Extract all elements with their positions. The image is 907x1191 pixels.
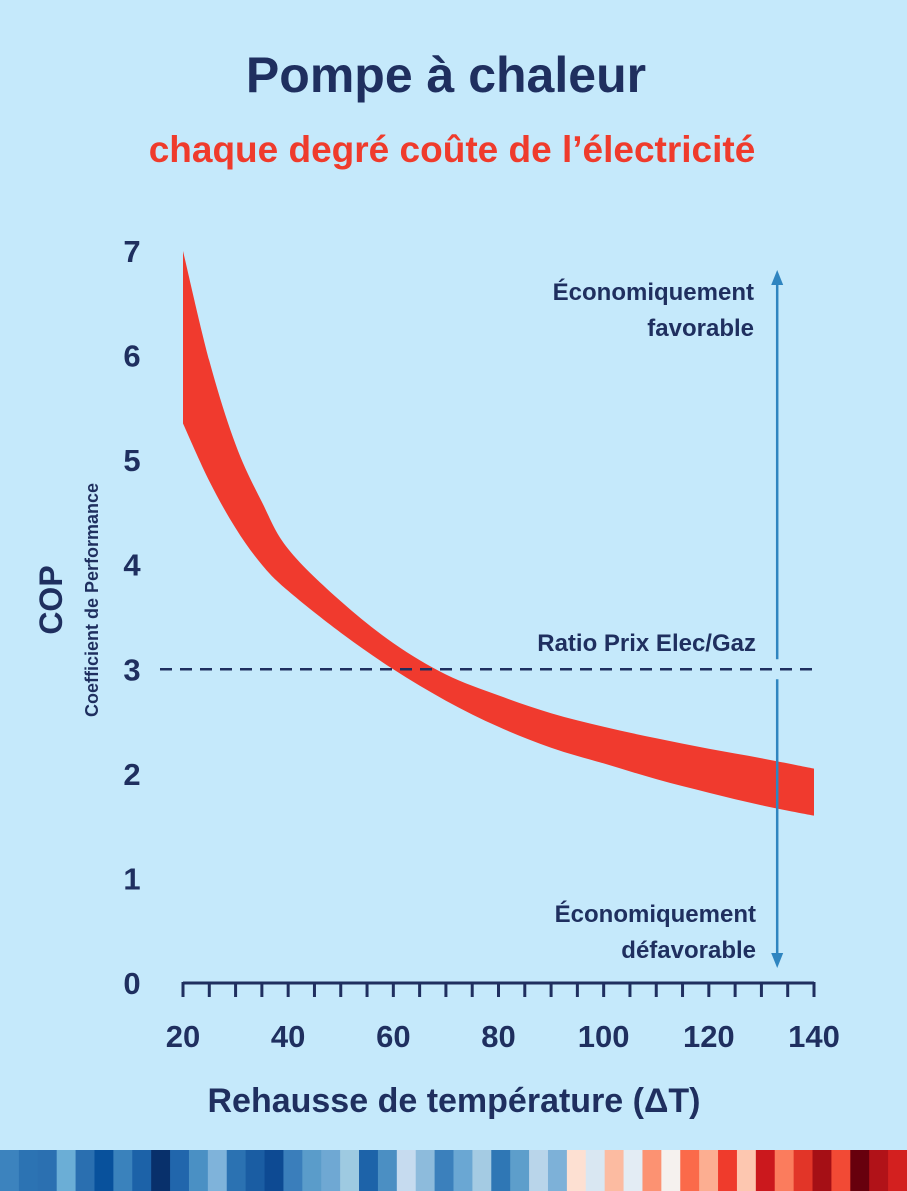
stripe [812,1150,833,1191]
stripe [718,1150,738,1191]
stripe [547,1150,568,1191]
x-tick-label-20: 20 [166,1019,200,1054]
stripe [264,1150,285,1191]
y-tick-labels: 0 1 2 3 4 5 6 7 [123,234,141,1001]
stripe [661,1150,681,1191]
stripe [453,1150,473,1191]
x-tick-label-120: 120 [683,1019,735,1054]
stripe [226,1150,247,1191]
stripe [585,1150,606,1191]
y-axis-label: COP [33,565,69,634]
cop-band [183,251,814,816]
warming-stripes [0,1150,907,1191]
stripe [566,1150,587,1191]
y-tick-label-6: 6 [123,339,140,374]
arrow-down-head [771,953,784,968]
y-tick-label-7: 7 [123,234,140,269]
stripe [75,1150,96,1191]
stripe [642,1150,662,1191]
y-tick-label-0: 0 [123,966,140,1001]
stripe [377,1150,398,1191]
y-tick-label-5: 5 [123,443,140,478]
annotation-bottom-line1: Économiquement [555,900,756,928]
stripe [850,1150,870,1191]
y-tick-label-4: 4 [123,548,141,583]
x-tick-label-100: 100 [578,1019,630,1054]
stripe [283,1150,303,1191]
stripe [151,1150,171,1191]
stripe [472,1150,492,1191]
arrow-layer [771,270,784,968]
reference-line-label: Ratio Prix Elec/Gaz [537,630,756,657]
annotation-bottom-line2: défavorable [621,937,756,964]
stripe [491,1150,511,1191]
stripe [245,1150,266,1191]
x-axis: 20 40 60 80 100 120 140 [166,981,840,1054]
annotation-top-line2: favorable [647,315,754,342]
stripe [340,1150,360,1191]
stripe [207,1150,228,1191]
stripe [755,1150,776,1191]
y-tick-label-2: 2 [123,757,140,792]
chart-subtitle: chaque degré coûte de l’électricité [149,129,756,170]
stripe [302,1150,322,1191]
stripe [321,1150,341,1191]
y-axis-sublabel: Coefficient de Performance [82,483,102,717]
stripe [623,1150,644,1191]
stripe [170,1150,190,1191]
stripe [888,1150,907,1191]
arrow-up-head [771,270,784,285]
annotation-top-line1: Économiquement [553,278,754,306]
stripe [736,1150,757,1191]
stripe [529,1150,549,1191]
x-tick-label-60: 60 [376,1019,410,1054]
stripe [188,1150,209,1191]
x-tick-label-140: 140 [788,1019,840,1054]
chart-title: Pompe à chaleur [246,47,646,103]
stripe [94,1150,114,1191]
y-tick-label-1: 1 [123,861,140,896]
stripe [831,1150,851,1191]
stripe [604,1150,625,1191]
stripe [359,1150,379,1191]
stripe [415,1150,436,1191]
stripe [132,1150,152,1191]
x-tick-label-40: 40 [271,1019,305,1054]
stripe [113,1150,133,1191]
y-tick-label-3: 3 [123,652,140,687]
stripe [869,1150,889,1191]
stripe [18,1150,39,1191]
stripe [396,1150,417,1191]
stripe [510,1150,530,1191]
stripe [434,1150,455,1191]
stripe [37,1150,58,1191]
y-axis-label-group: COP Coefficient de Performance [33,483,102,717]
cop-band-layer [183,251,814,816]
stripe [774,1150,795,1191]
x-tick-label-80: 80 [481,1019,515,1054]
stripe [680,1150,700,1191]
stripe [56,1150,77,1191]
stripe [0,1150,20,1191]
stripe [793,1150,814,1191]
stripe [699,1150,719,1191]
x-axis-label: Rehausse de température (ΔT) [207,1082,700,1120]
